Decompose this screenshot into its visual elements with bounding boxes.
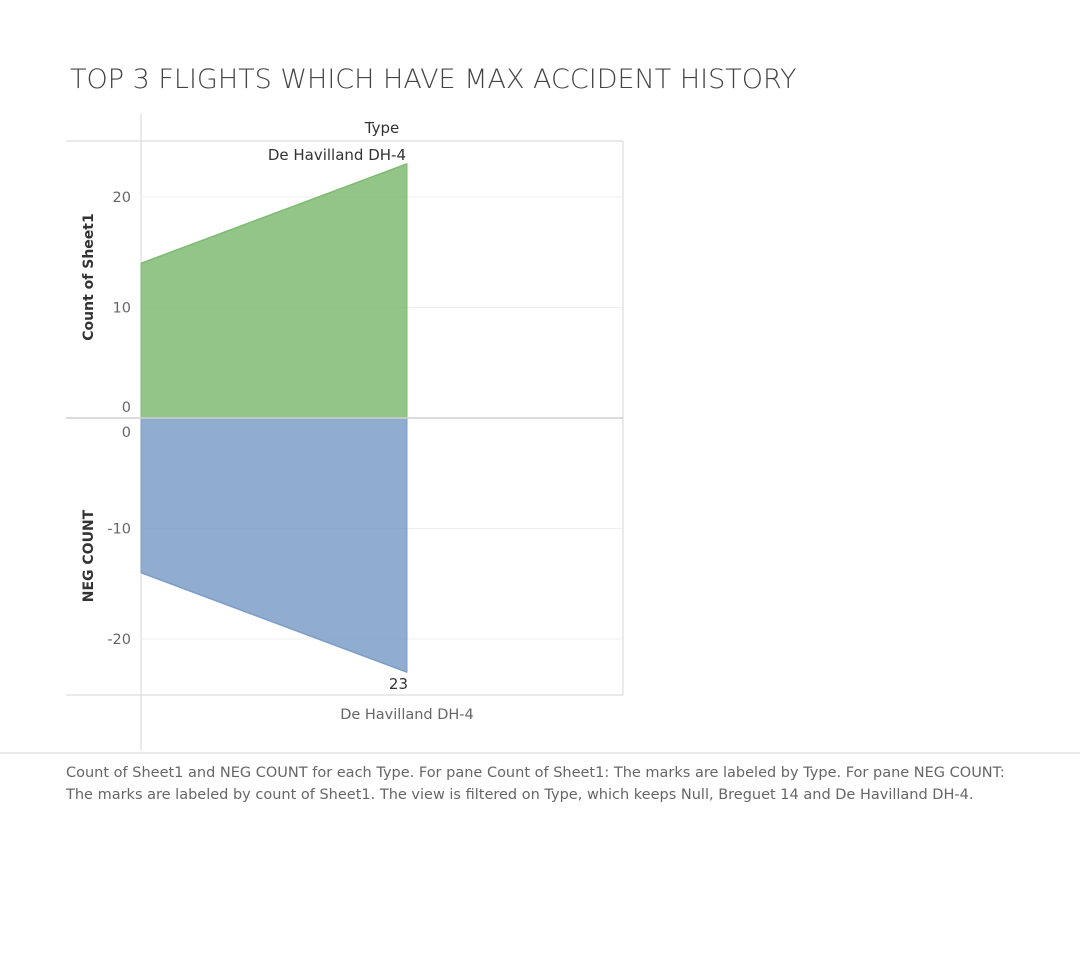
area-edge-line-bottom [140,571,408,673]
y-axis-label-bottom: NEG COUNT [81,509,97,602]
area-marks [140,163,408,673]
area-mark-bottom[interactable] [140,417,408,673]
y-axis-ticks: 0 10 20 0 -10 -20 [107,190,131,648]
chart-title: TOP 3 FLIGHTS WHICH HAVE MAX ACCIDENT HI… [70,64,797,95]
y-tick-label-bottom: 0 [122,425,131,441]
column-header-label: Type [364,119,399,137]
y-axis-label-top: Count of Sheet1 [81,213,97,340]
top-pane-mark-label: De Havilland DH-4 [268,146,406,164]
bottom-pane-mark-label: 23 [389,675,408,693]
y-tick-label-bottom: -20 [107,632,131,648]
y-tick-label-bottom: -10 [107,522,131,538]
y-tick-label-top: 10 [113,301,131,317]
y-tick-label-top: 20 [113,190,131,206]
area-mark-top[interactable] [140,163,408,419]
y-tick-label-top: 0 [122,400,131,416]
chart-caption: Count of Sheet1 and NEG COUNT for each T… [66,765,1005,803]
x-axis-category-label: De Havilland DH-4 [340,707,474,723]
area-edge-line-top [140,163,408,265]
